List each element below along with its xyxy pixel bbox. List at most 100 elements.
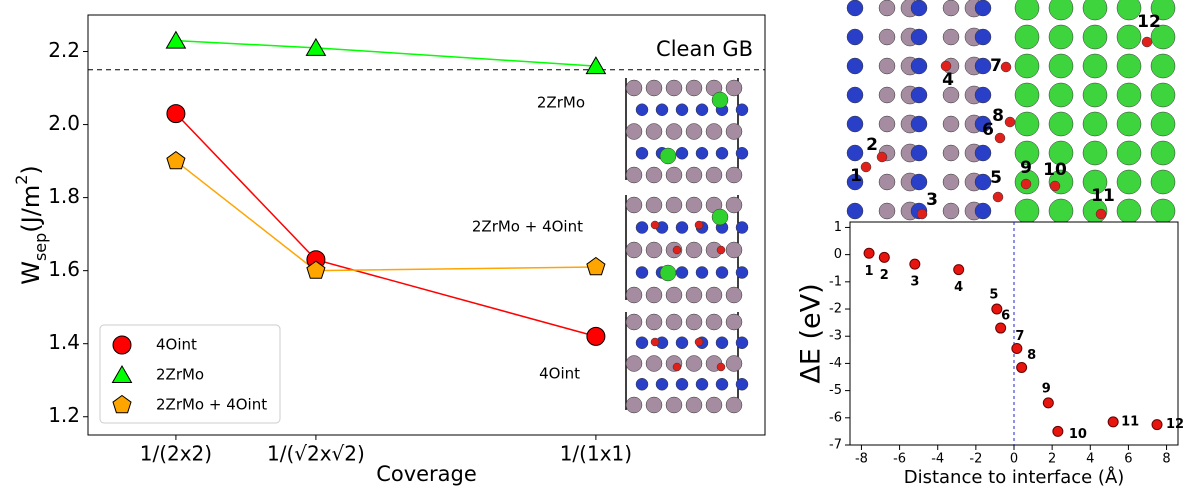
- site-label: 10: [1043, 160, 1067, 180]
- point-label: 4: [954, 280, 963, 295]
- atom: [1014, 24, 1040, 50]
- point: [878, 251, 890, 263]
- atom: [1150, 82, 1176, 108]
- site-label: 9: [1020, 158, 1032, 178]
- marker: [305, 37, 327, 56]
- atom: [1004, 116, 1016, 128]
- atom: [715, 336, 729, 349]
- legend-marker: [111, 364, 133, 383]
- atom: [725, 196, 743, 214]
- atom: [625, 396, 643, 414]
- atom: [716, 362, 726, 372]
- atom: [992, 191, 1004, 203]
- atom: [942, 144, 960, 162]
- atom: [974, 28, 992, 46]
- atom: [1014, 198, 1040, 224]
- site-label: 3: [926, 190, 938, 210]
- atom: [715, 147, 729, 160]
- atom: [974, 202, 992, 220]
- reference-label: Clean GB: [656, 37, 753, 61]
- point-label: 5: [989, 288, 998, 303]
- point-label: 1: [865, 264, 874, 279]
- atom: [694, 220, 704, 230]
- atom: [1150, 140, 1176, 166]
- atom: [1014, 53, 1040, 79]
- atom: [735, 336, 749, 349]
- atom: [715, 378, 729, 391]
- atom: [846, 202, 864, 220]
- atom: [974, 115, 992, 133]
- marker: [165, 30, 187, 49]
- atom: [1014, 140, 1040, 166]
- atom: [725, 396, 743, 414]
- atom: [675, 336, 689, 349]
- atom: [942, 173, 960, 191]
- atom: [846, 173, 864, 191]
- atom: [725, 166, 743, 184]
- atom: [665, 79, 683, 97]
- atom: [1082, 169, 1108, 195]
- atom: [659, 147, 677, 165]
- y-axis-label-part: (J/m: [17, 185, 45, 233]
- inset-label: 2ZrMo + 4Oint: [472, 218, 583, 236]
- atom: [705, 166, 723, 184]
- x-tick-label: -2: [969, 452, 982, 467]
- atom: [910, 0, 928, 17]
- legend-marker: [112, 394, 132, 414]
- atom: [705, 396, 723, 414]
- point-label: 9: [1042, 381, 1051, 396]
- atom: [685, 396, 703, 414]
- atom: [665, 196, 683, 214]
- atom: [645, 313, 663, 331]
- atom: [675, 266, 689, 279]
- legend-label: 2ZrMo: [156, 366, 204, 384]
- x-axis-label: Distance to interface (Å): [904, 466, 1125, 488]
- atom: [974, 144, 992, 162]
- y-tick-label: 1.8: [48, 184, 80, 208]
- atom: [878, 115, 896, 133]
- atom: [878, 0, 896, 17]
- atom: [1150, 53, 1176, 79]
- legend-label: 2ZrMo + 4Oint: [156, 396, 267, 414]
- atom: [735, 147, 749, 160]
- atom: [685, 166, 703, 184]
- atom: [650, 220, 660, 230]
- y-axis-label-part: 2: [12, 175, 31, 185]
- site-label: 6: [982, 120, 994, 140]
- x-tick-label: 4: [1086, 452, 1094, 467]
- y-tick-label: -6: [829, 410, 842, 425]
- atom: [665, 396, 683, 414]
- atom: [1150, 198, 1176, 224]
- atom: [685, 241, 703, 259]
- atom: [695, 103, 709, 116]
- site-label: 11: [1091, 186, 1115, 206]
- x-axis-label: Coverage: [376, 462, 477, 486]
- atom: [910, 144, 928, 162]
- atom: [715, 266, 729, 279]
- atom: [1048, 111, 1074, 137]
- atom: [685, 79, 703, 97]
- x-tick-label: 2: [1048, 452, 1056, 467]
- atom: [940, 60, 952, 72]
- atom: [878, 173, 896, 191]
- atom: [1082, 53, 1108, 79]
- atom: [994, 132, 1006, 144]
- x-tick-label: -8: [855, 452, 868, 467]
- atom: [645, 166, 663, 184]
- atom: [635, 266, 649, 279]
- atom: [1048, 198, 1074, 224]
- point: [1011, 342, 1023, 354]
- y-tick-label: 1.6: [48, 257, 80, 281]
- atom: [1048, 140, 1074, 166]
- point-label: 8: [1027, 348, 1036, 363]
- marker: [586, 256, 606, 276]
- atom: [725, 355, 743, 372]
- atom: [675, 378, 689, 391]
- y-axis-label: Wsep(J/m2): [12, 165, 50, 285]
- atom: [645, 286, 663, 304]
- marker: [306, 260, 326, 279]
- atom: [1014, 0, 1040, 21]
- atom: [735, 221, 749, 234]
- atom: [1116, 53, 1142, 79]
- atom: [675, 221, 689, 234]
